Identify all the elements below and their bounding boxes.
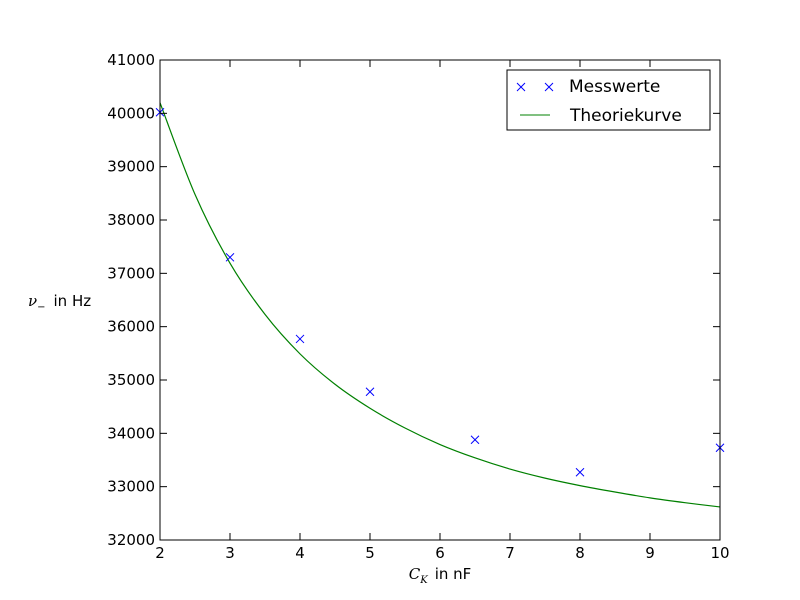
y-tick-label: 37000 [107,264,155,282]
x-tick-label: 3 [225,544,235,562]
x-tick-label: 10 [710,544,729,562]
x-tick-label: 4 [295,544,305,562]
y-axis-label-symbol: ν [28,292,37,310]
x-axis-label-unit: in nF [435,565,472,583]
x-tick-label: 9 [645,544,655,562]
data-point-messwerte [575,467,585,477]
data-point-messwerte [470,435,480,445]
x-tick-label: 6 [435,544,445,562]
legend-label-theoriekurve: Theoriekurve [569,106,682,126]
data-point-messwerte [365,387,375,397]
x-tick-label: 7 [505,544,515,562]
y-tick-label: 39000 [107,158,155,176]
legend: Messwerte Theoriekurve [506,69,711,131]
legend-marker-left [516,82,526,92]
y-tick-label: 33000 [107,478,155,496]
x-tick-label: 5 [365,544,375,562]
legend-marker-right [544,82,554,92]
plot-area [160,60,720,540]
data-point-messwerte [295,334,305,344]
y-tick-label: 38000 [107,211,155,229]
series-line-layer [159,102,721,508]
data-point-messwerte [225,252,235,262]
y-tick-label: 40000 [107,104,155,122]
series-line-theoriekurve [159,102,721,508]
legend-marker-sample [516,82,554,92]
y-tick-label: 34000 [107,424,155,442]
y-tick-label: 32000 [107,531,155,549]
x-tick-label: 2 [155,544,165,562]
y-tick-label: 41000 [107,51,155,69]
y-axis-label-subscript: − [37,302,45,313]
y-tick-label: 36000 [107,318,155,336]
y-tick-label: 35000 [107,371,155,389]
y-axis: 32000 33000 34000 35000 36000 37000 38000 39000… [107,51,720,549]
x-axis-label-symbol: C [409,565,421,583]
x-tick-label: 8 [575,544,585,562]
legend-frame [506,69,711,131]
legend-label-messwerte: Messwerte [569,77,660,97]
x-axis: 2 3 4 5 6 7 8 9 10 [155,60,730,562]
x-axis-label-subscript: K [419,575,428,586]
y-axis-label-unit: in Hz [54,292,92,310]
x-axis-label: CK in nF [409,565,472,586]
y-axis-label: ν− in Hz [28,292,91,313]
